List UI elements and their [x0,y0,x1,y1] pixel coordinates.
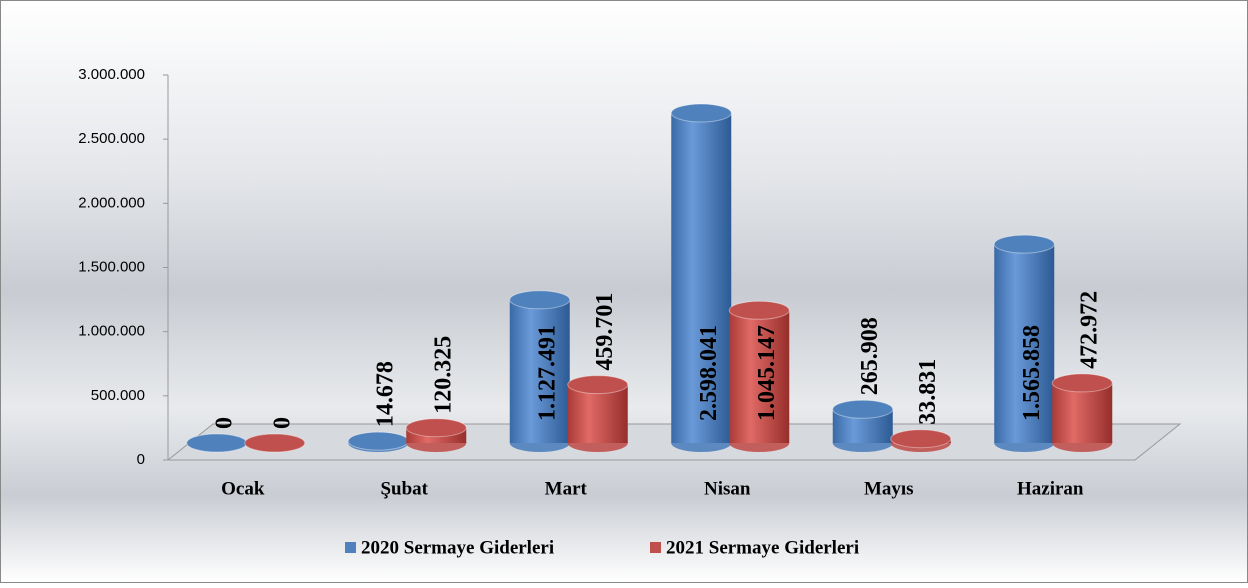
bar-top [405,418,467,438]
y-tick-label: 0 [137,451,145,468]
bar-top [509,290,571,310]
x-tick-label: Şubat [380,478,428,499]
legend-swatch [650,542,661,553]
value-label: 0 [269,417,295,429]
x-tick-label: Mart [545,478,588,499]
y-tick-label: 2.000.000 [78,194,145,211]
value-label: 265.908 [857,317,883,395]
bar-top [993,234,1055,254]
legend-swatch [345,542,356,553]
bar [567,384,628,443]
y-tick-label: 500.000 [91,387,145,404]
y-tick-label: 2.500.000 [78,130,145,147]
y-tick-label: 1.000.000 [78,323,145,340]
legend-label: 2020 Sermaye Giderleri [361,537,554,558]
bar-top [728,300,790,320]
value-label: 120.325 [431,336,457,414]
value-label: 472.972 [1077,291,1103,369]
bar [671,113,732,443]
value-label: 0 [211,417,237,429]
bar-top [567,375,629,395]
value-label: 1.045.147 [754,325,780,421]
bar-top [832,399,894,419]
bar [1052,382,1113,443]
x-tick-label: Mayıs [864,478,914,499]
x-tick-label: Ocak [221,478,265,499]
bar-top [244,433,306,453]
y-tick-label: 3.000.000 [78,66,145,83]
value-label: 14.678 [373,361,399,427]
bar-top [347,431,409,451]
bar-top [1051,373,1113,393]
value-label: 2.598.041 [696,325,722,421]
bar [729,310,790,443]
bar [994,244,1055,443]
value-label: 459.701 [592,293,618,371]
bar [509,299,570,443]
value-label: 33.831 [915,359,941,425]
value-label: 1.565.858 [1019,325,1045,421]
bar-top [670,103,732,123]
legend-label: 2021 Sermaye Giderleri [666,537,859,558]
bar-top [186,433,248,453]
y-tick-label: 1.500.000 [78,258,145,275]
x-tick-label: Haziran [1017,478,1084,499]
value-label: 1.127.491 [534,325,560,421]
x-tick-label: Nisan [704,478,751,499]
bar-top [890,429,952,449]
